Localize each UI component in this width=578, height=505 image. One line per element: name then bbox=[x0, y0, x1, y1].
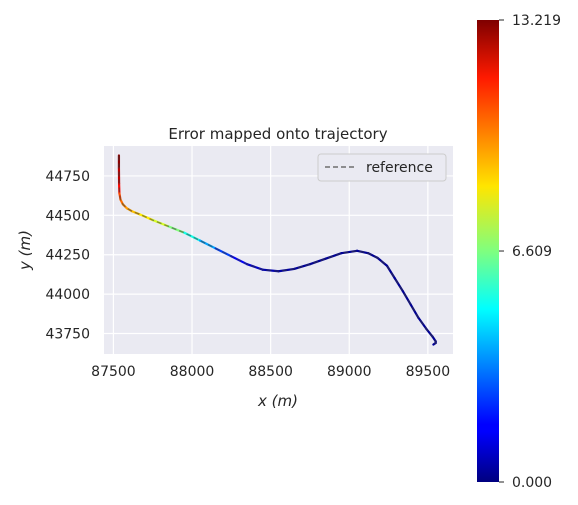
y-tick-label: 43750 bbox=[45, 327, 90, 343]
colorbar-tick-label: 13.219 bbox=[512, 13, 561, 29]
colorbar-tick-label: 6.609 bbox=[512, 244, 552, 260]
colorbar-tick-label: 0.000 bbox=[512, 475, 552, 491]
x-tick-label: 89500 bbox=[406, 364, 451, 380]
legend-reference-label: reference bbox=[366, 160, 433, 176]
y-tick-label: 44750 bbox=[45, 169, 90, 185]
y-tick-label: 44250 bbox=[45, 248, 90, 264]
x-axis-label: x (m) bbox=[257, 392, 298, 410]
chart-title: Error mapped onto trajectory bbox=[168, 125, 387, 143]
x-tick-label: 88500 bbox=[248, 364, 293, 380]
y-axis-label: y (m) bbox=[16, 230, 34, 271]
colorbar bbox=[477, 20, 499, 482]
colorbar-ticks: 0.000 6.609 13.219 bbox=[499, 13, 561, 491]
legend: reference bbox=[317, 153, 447, 182]
y-tick-label: 44500 bbox=[45, 208, 90, 224]
legend-box bbox=[317, 153, 447, 182]
reference-line bbox=[118, 155, 437, 346]
x-tick-label: 87500 bbox=[91, 364, 136, 380]
x-tick-labels: 87500 88000 88500 89000 89500 bbox=[91, 364, 450, 380]
x-tick-label: 89000 bbox=[327, 364, 372, 380]
y-tick-label: 44000 bbox=[45, 287, 90, 303]
y-tick-labels: 43750 44000 44250 44500 44750 bbox=[45, 169, 90, 343]
x-tick-label: 88000 bbox=[170, 364, 215, 380]
